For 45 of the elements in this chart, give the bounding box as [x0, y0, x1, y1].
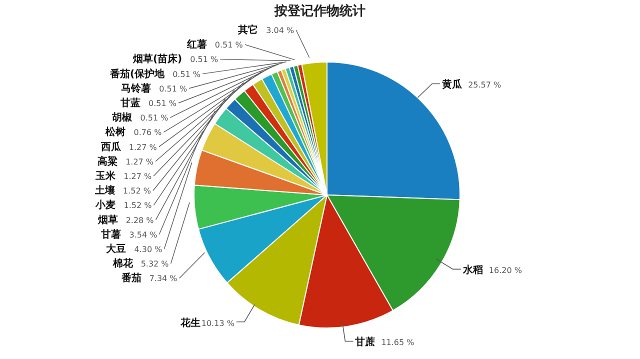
data-label: 1.27 % [126, 157, 154, 166]
slice-label: 西瓜 [100, 140, 122, 153]
chart-title: 按登记作物统计 [273, 2, 366, 20]
data-label: 7.34 % [149, 274, 178, 284]
slice-label: 烟草(苗床) [132, 53, 182, 66]
data-label: 5.32 % [140, 260, 170, 269]
slice-label: 水稻 [462, 264, 483, 276]
data-label: 0.51 % [148, 99, 177, 108]
data-label: 16.20 % [488, 266, 522, 276]
data-label: 0.51 % [172, 70, 201, 79]
slice-label: 玉米 [94, 170, 117, 182]
slice-label: 高粱 [98, 155, 118, 168]
slice-label: 其它 [237, 24, 258, 36]
slice-label: 土壤 [94, 184, 116, 197]
slice-label: 马铃薯 [121, 82, 152, 94]
slice-label: 松树 [104, 126, 126, 138]
data-label: 11.65 % [381, 338, 415, 348]
slice-label: 甘蔗 [354, 336, 376, 348]
slice-label: 番茄 [120, 272, 142, 284]
slice-label: 小麦 [94, 199, 116, 212]
slice-label: 大豆 [105, 243, 126, 255]
slice-label: 红薯 [186, 38, 207, 51]
slice-label: 胡椒 [111, 112, 134, 124]
data-label: 1.27 % [124, 172, 152, 181]
data-label: 0.76 % [134, 128, 162, 138]
slice-label: 棉花 [112, 258, 134, 270]
data-label: 3.04 % [266, 26, 294, 35]
data-label: 10.13 % [201, 318, 235, 328]
data-label: 3.54 % [129, 230, 158, 240]
slice-label: 番茄(保护地 [108, 68, 166, 80]
data-label: 0.51 % [214, 40, 244, 50]
slice-label: 甘薯 [100, 228, 122, 240]
slice-label: 烟草 [96, 214, 118, 226]
data-label: 25.57 % [468, 80, 502, 90]
data-label: 0.51 % [159, 84, 188, 94]
data-label: 0.51 % [190, 55, 219, 64]
data-label: 0.51 % [140, 114, 169, 123]
data-label: 1.52 % [123, 186, 152, 196]
data-label: 4.30 % [134, 245, 163, 254]
slice-label: 花生 [179, 316, 200, 329]
data-label: 1.52 % [124, 201, 152, 210]
data-label: 2.28 % [126, 216, 154, 225]
slice-label: 甘蓝 [120, 97, 141, 109]
data-label: 1.27 % [128, 142, 158, 152]
slice-label: 黄瓜 [441, 78, 464, 91]
